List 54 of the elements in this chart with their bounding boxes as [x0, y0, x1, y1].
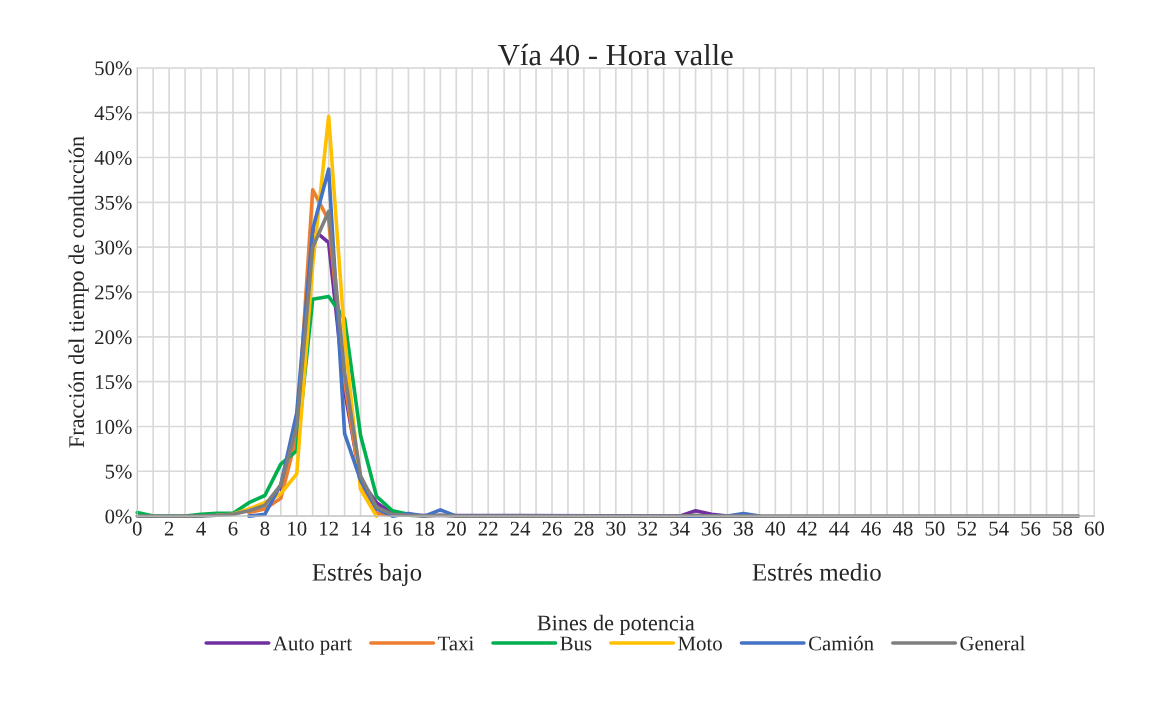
y-tick-label: 5%	[105, 464, 132, 479]
x-tick-label: 28	[574, 521, 594, 536]
legend-label: Camión	[808, 635, 874, 651]
text: Estrés medio	[752, 563, 881, 581]
x-tick-label: 58	[1053, 521, 1073, 536]
x-tick-label: 38	[734, 521, 754, 536]
x-tick-label: 10	[288, 521, 307, 536]
x-tick-label: 2	[164, 521, 174, 536]
x-tick-label: 6	[228, 521, 238, 536]
y-axis-title: Fracción del tiempo de conducción	[68, 136, 89, 448]
x-tick-label: 12	[320, 521, 338, 536]
x-tick-label: 4	[196, 521, 206, 536]
x-tick-label: 36	[702, 521, 722, 536]
x-tick-label: 14	[351, 521, 371, 536]
x-tick-label: 46	[861, 521, 881, 536]
x-tick-label: 18	[415, 521, 434, 536]
x-tick-label: 24	[510, 521, 531, 536]
x-tick-label: 48	[892, 521, 913, 536]
y-tick-label: 30%	[95, 240, 132, 255]
y-tick-label: 25%	[95, 285, 132, 300]
x-tick-label: 50	[925, 521, 945, 536]
x-axis-title: Bines de potencia	[537, 614, 695, 636]
y-tick-label: 20%	[95, 330, 132, 345]
x-tick-label: 60	[1084, 521, 1105, 536]
legend-label: General	[960, 635, 1025, 651]
y-tick-label: 40%	[94, 150, 132, 166]
y-tick-label: 15%	[96, 375, 132, 390]
legend-label: Moto	[678, 636, 722, 651]
x-tick-label: 52	[957, 521, 977, 536]
x-tick-label: 44	[829, 521, 850, 536]
x-tick-label: 56	[1021, 521, 1041, 536]
y-tick-label: 45%	[94, 106, 132, 121]
x-tick-label: 26	[542, 521, 562, 536]
x-tick-label: 42	[797, 521, 817, 536]
x-tick-label: 30	[606, 521, 626, 536]
y-tick-label: 10%	[96, 419, 132, 434]
line-series	[135, 209, 1081, 518]
chart-title: Vía 40 - Hora valle	[498, 43, 733, 66]
legend-label: Bus	[560, 636, 592, 651]
x-tick-label: 0	[132, 521, 142, 536]
x-tick-label: 32	[638, 521, 657, 536]
y-tick-label: 50%	[95, 61, 132, 76]
x-tick-label: 54	[989, 521, 1009, 536]
x-tick-label: 8	[260, 521, 270, 536]
legend-label: Taxi	[437, 636, 474, 651]
x-tick-label: 34	[670, 521, 690, 536]
x-tick-label: 40	[765, 521, 785, 536]
y-tick-label: 35%	[95, 195, 132, 210]
x-tick-label: 20	[446, 521, 466, 536]
x-tick-label: 16	[383, 521, 403, 536]
text: Estrés bajo	[312, 563, 422, 586]
x-tick-label: 22	[478, 521, 498, 536]
y-tick-label: 0%	[105, 509, 132, 524]
legend-label: Auto part	[273, 636, 353, 655]
